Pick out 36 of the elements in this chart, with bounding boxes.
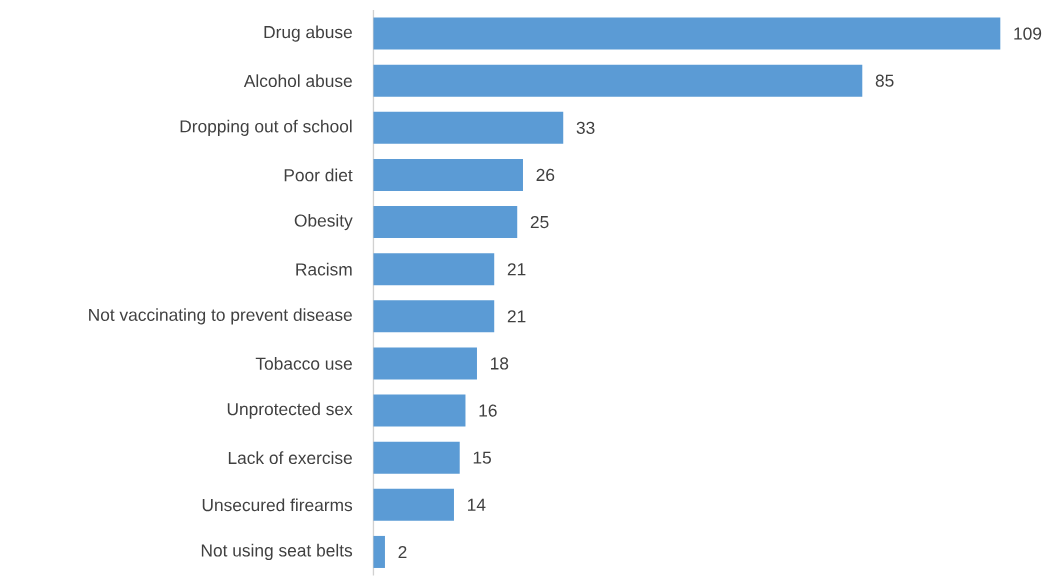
y-tick-label: Poor diet <box>284 168 353 182</box>
data-label: 14 <box>468 499 486 512</box>
bar <box>373 441 460 474</box>
y-tick-label: Not vaccinating to prevent disease <box>89 308 352 325</box>
data-label: 16 <box>479 404 497 417</box>
y-tick-label: Tobacco use <box>255 357 352 371</box>
y-tick-label: Drug abuse <box>264 25 352 42</box>
y-tick-label: Unprotected sex <box>227 402 353 419</box>
data-label: 26 <box>536 169 555 182</box>
data-label: 21 <box>507 310 526 323</box>
data-label: 109 <box>1014 27 1042 40</box>
data-label: 85 <box>875 74 894 88</box>
y-tick-label: Lack of exercise <box>228 451 352 465</box>
y-tick-label: Obesity <box>294 214 353 231</box>
bar <box>373 536 385 569</box>
data-label: 18 <box>491 357 509 370</box>
bar <box>373 253 495 286</box>
data-label: 21 <box>507 263 526 276</box>
y-tick-label: Dropping out of school <box>180 119 352 137</box>
bar <box>373 394 466 427</box>
data-label: 25 <box>530 216 549 229</box>
bar <box>373 159 523 192</box>
bar <box>373 17 1001 50</box>
bar <box>373 347 477 380</box>
data-label: 15 <box>473 451 491 464</box>
y-tick-label: Not using seat belts <box>201 544 353 561</box>
bar <box>373 112 564 145</box>
y-tick-label: Unsecured firearms <box>202 498 353 512</box>
bar <box>373 489 454 522</box>
bar <box>373 64 863 97</box>
bar <box>373 300 495 333</box>
bar <box>373 206 518 239</box>
data-label: 2 <box>398 546 407 559</box>
data-label: 33 <box>576 121 595 135</box>
y-tick-label: Alcohol abuse <box>243 74 352 88</box>
y-tick-label: Racism <box>296 263 352 276</box>
